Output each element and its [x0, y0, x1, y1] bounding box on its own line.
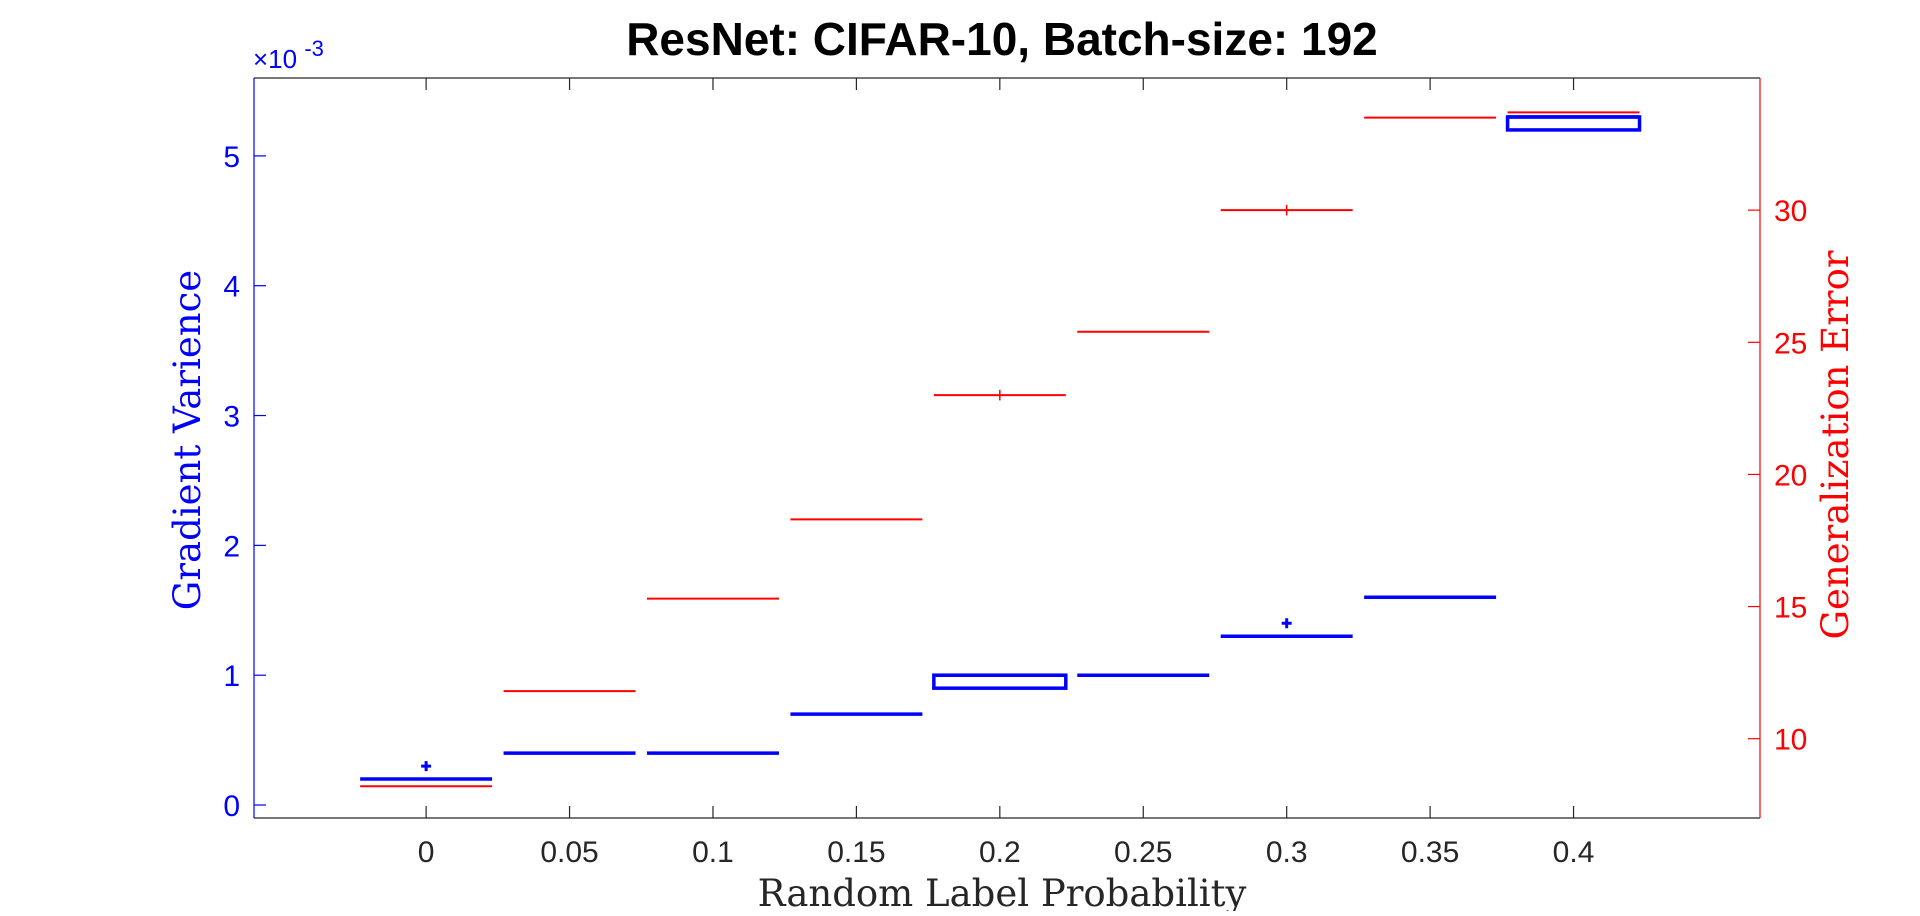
left-series-box: [1505, 115, 1642, 132]
right-y-tick-label: 15: [1774, 592, 1807, 625]
axes-layer: 0 0.05 0.1 0.15 0.2 0.25 0.3 0.35 0.4 0 1 2 3 4 5 10 15 2…: [223, 77, 1807, 869]
left-y-axis-label: Gradient Varience: [166, 270, 209, 610]
x-tick-label: 0.1: [692, 836, 734, 869]
right-y-tick-label: 20: [1774, 459, 1807, 492]
x-tick-label: 0.3: [1266, 836, 1308, 869]
right-y-tick-label: 10: [1774, 724, 1807, 757]
x-tick-label: 0.15: [827, 836, 885, 869]
x-tick-label: 0.35: [1401, 836, 1459, 869]
chart-title: ResNet: CIFAR-10, Batch-size: 192: [626, 13, 1378, 65]
x-axis-label: Random Label Probability: [758, 872, 1247, 911]
left-y-tick-label: 5: [223, 141, 240, 174]
left-y-tick-label: 4: [223, 271, 240, 304]
right-y-tick-label: 25: [1774, 327, 1807, 360]
left-axis-exponent-power: -3: [304, 36, 324, 61]
left-y-tick-label: 3: [223, 401, 240, 434]
x-tick-label: 0.4: [1553, 836, 1595, 869]
left-axis-exponent: ×10 -3: [253, 36, 324, 74]
left-series-outlier: [421, 761, 432, 772]
left-series-outlier: [1281, 618, 1292, 629]
marks-layer: [360, 111, 1642, 788]
right-y-tick-label: 30: [1774, 195, 1807, 228]
left-y-tick-label: 0: [223, 790, 240, 823]
x-tick-label: 0.05: [540, 836, 598, 869]
right-y-axis-label: Generalization Error: [1814, 250, 1857, 639]
left-axis-exponent-base: ×10: [253, 44, 297, 74]
x-tick-label: 0.25: [1114, 836, 1172, 869]
left-y-tick-label: 1: [223, 660, 240, 693]
x-tick-label: 0: [418, 836, 435, 869]
left-series-box: [932, 673, 1068, 690]
left-y-tick-label: 2: [223, 530, 240, 563]
x-tick-label: 0.2: [979, 836, 1021, 869]
